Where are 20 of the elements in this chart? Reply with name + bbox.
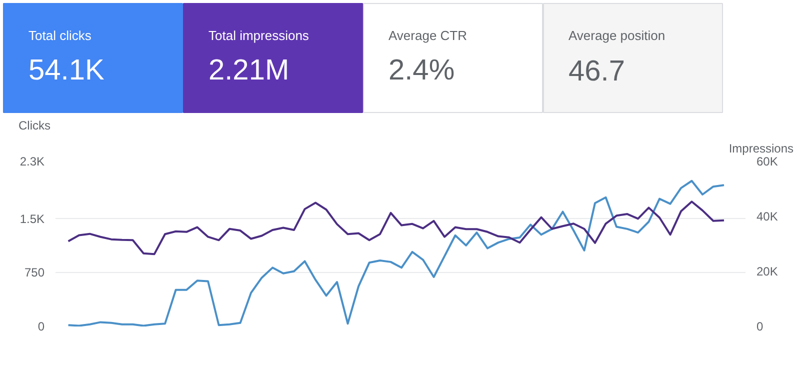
text: 2.4% <box>388 54 455 86</box>
y2-tick-label: 0 <box>756 320 764 334</box>
y-tick-label: 0 <box>38 320 45 334</box>
text: 2.21M <box>208 54 290 86</box>
y-axis-title: Clicks <box>18 118 50 132</box>
y-tick-label: 750 <box>24 266 45 280</box>
y2-tick-label: 60K <box>756 154 778 168</box>
text: 54.1K <box>28 54 104 86</box>
y2-tick-label: 20K <box>756 264 778 278</box>
text: 46.7 <box>568 56 625 88</box>
category-label: Total impressions <box>208 28 310 43</box>
line-series <box>67 200 725 256</box>
y2-axis-title: Impressions <box>728 142 794 156</box>
category-label: Average CTR <box>388 28 468 43</box>
category-label: Total clicks <box>28 28 92 43</box>
line-series <box>67 180 725 326</box>
y-tick-label: 2.3K <box>20 154 44 168</box>
y2-tick-label: 40K <box>756 210 778 224</box>
category-label: Average position <box>568 28 666 43</box>
y-tick-label: 1.5K <box>20 212 44 226</box>
